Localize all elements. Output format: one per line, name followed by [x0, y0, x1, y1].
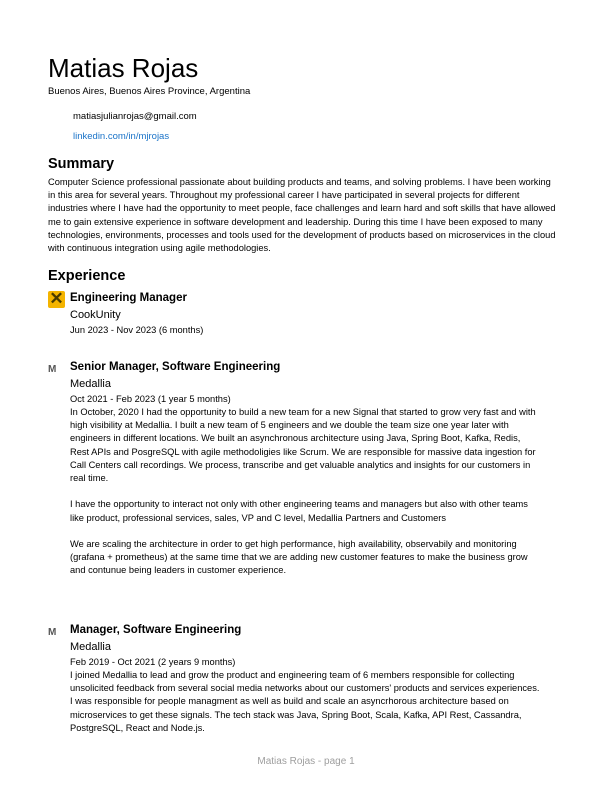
- job-company: Medallia: [70, 378, 111, 390]
- job-description-paragraph: I have the opportunity to interact not o…: [70, 499, 528, 523]
- experience-heading: Experience: [48, 268, 126, 284]
- job-dates: Oct 2021 - Feb 2023 (1 year 5 months): [70, 394, 231, 404]
- job-company: CookUnity: [70, 309, 121, 321]
- cookunity-logo-glyph: ✕: [49, 289, 64, 308]
- job-role: Senior Manager, Software Engineering: [70, 361, 281, 373]
- job-description-paragraph: I joined Medallia to lead and grow the p…: [70, 670, 540, 733]
- job-dates: Feb 2019 - Oct 2021 (2 years 9 months): [70, 657, 236, 667]
- job-role: Manager, Software Engineering: [70, 624, 242, 636]
- job-description: In October, 2020 I had the opportunity t…: [70, 406, 540, 591]
- job-dates: Jun 2023 - Nov 2023 (6 months): [70, 325, 204, 335]
- email-address: matiasjulianrojas@gmail.com: [73, 111, 197, 122]
- summary-text: Computer Science professional passionate…: [48, 177, 556, 254]
- medallia-logo-glyph: M: [48, 627, 56, 638]
- medallia-logo-icon: M: [48, 626, 62, 640]
- medallia-logo-glyph: M: [48, 364, 56, 375]
- job-description-paragraph: We are scaling the architecture in order…: [70, 539, 528, 576]
- job-company: Medallia: [70, 641, 111, 653]
- cookunity-logo-icon: ✕: [48, 289, 65, 308]
- candidate-name: Matias Rojas: [48, 53, 199, 83]
- summary-heading: Summary: [48, 156, 115, 172]
- linkedin-link[interactable]: linkedin.com/in/mjrojas: [73, 131, 170, 142]
- location: Buenos Aires, Buenos Aires Province, Arg…: [48, 86, 251, 97]
- job-description-paragraph: In October, 2020 I had the opportunity t…: [70, 407, 536, 484]
- job-description: I joined Medallia to lead and grow the p…: [70, 669, 540, 748]
- page-footer: Matias Rojas - page 1: [257, 756, 355, 767]
- medallia-logo-icon: M: [48, 363, 62, 377]
- job-role: Engineering Manager: [70, 292, 187, 304]
